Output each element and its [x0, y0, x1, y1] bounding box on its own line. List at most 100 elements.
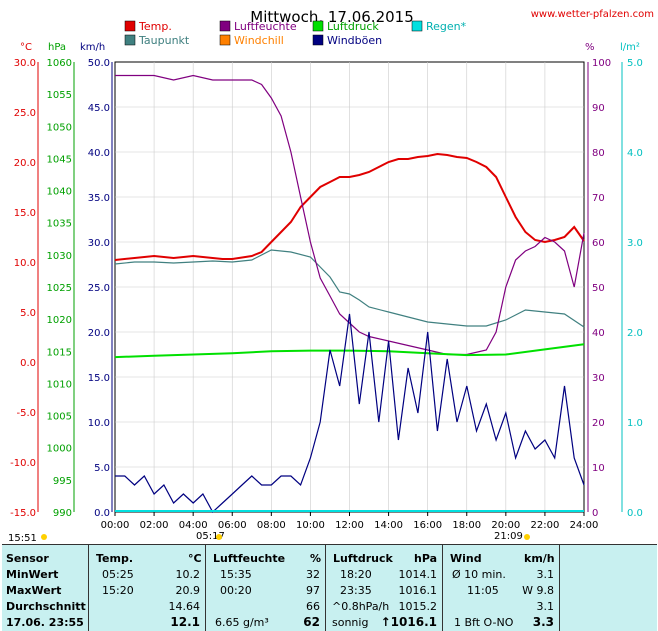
row-cur-hval: 62	[303, 615, 320, 629]
row-min-tval: 10.2	[175, 568, 201, 581]
row-min-label: MinWert	[6, 568, 59, 581]
row-avg-ptime: ^0.8hPa/h	[332, 600, 390, 613]
time-tick: 08:00	[257, 520, 286, 531]
time-tick: 04:00	[179, 520, 208, 531]
temp-tick: -15.0	[10, 508, 36, 519]
hdr-temp: Temp.	[96, 552, 134, 565]
time-tick: 06:00	[218, 520, 247, 531]
row-max-ptime: 23:35	[340, 584, 372, 597]
row-max-wval: W 9.8	[522, 584, 554, 597]
hum-tick: 20	[592, 418, 605, 429]
temp-tick: 0.0	[20, 358, 36, 369]
press-tick: 1015	[47, 347, 72, 358]
time-tick: 18:00	[452, 520, 481, 531]
row-min-wval: 3.1	[536, 568, 555, 581]
col-sensor	[2, 545, 89, 631]
hdr-press-unit: hPa	[414, 552, 438, 565]
unit-temp: °C	[20, 42, 32, 53]
legend-label: Windböen	[327, 34, 382, 47]
time-tick: 14:00	[374, 520, 403, 531]
legend-label: Luftfeuchte	[234, 20, 297, 33]
unit-rain: l/m²	[620, 42, 640, 53]
legend-label: Regen*	[426, 20, 467, 33]
temp-tick: -5.0	[16, 408, 36, 419]
hdr-hum-unit: %	[310, 552, 322, 565]
wind-tick: 25.0	[88, 283, 110, 294]
press-tick: 1010	[47, 379, 72, 390]
press-tick: 990	[53, 508, 72, 519]
legend-swatch	[124, 20, 136, 32]
stats-table: Sensor Temp. °C Luftfeuchte % Luftdruck …	[2, 544, 657, 631]
row-max-wtime: 11:05	[467, 584, 499, 597]
time-tick: 20:00	[491, 520, 520, 531]
unit-press: hPa	[48, 42, 66, 53]
row-min-wtime: Ø 10 min.	[452, 568, 506, 581]
legend-label: Temp.	[138, 20, 172, 33]
sunset-label: 21:09	[494, 531, 523, 542]
unit-hum: %	[585, 42, 595, 53]
time-tick: 22:00	[531, 520, 560, 531]
hdr-hum: Luftfeuchte	[213, 552, 286, 565]
hum-tick: 70	[592, 193, 605, 204]
time-tick: 10:00	[296, 520, 325, 531]
row-cur-wval: 3.3	[532, 615, 554, 629]
series-line-temp	[114, 152, 585, 261]
hum-tick: 100	[592, 58, 611, 69]
row-max-tval: 20.9	[175, 584, 201, 597]
press-tick: 1040	[47, 187, 72, 198]
row-avg-label: Durchschnitt	[6, 600, 86, 613]
press-tick: 1020	[47, 315, 72, 326]
legend-swatch	[124, 34, 136, 46]
site-url: www.wetter-pfalzen.com	[531, 9, 654, 20]
temp-tick: 15.0	[14, 208, 36, 219]
temp-tick: 30.0	[14, 58, 36, 69]
row-min-ptime: 18:20	[340, 568, 372, 581]
row-cur-label: 17.06. 23:55	[6, 616, 84, 629]
temp-tick: 20.0	[14, 158, 36, 169]
row-cur-tval: 12.1	[170, 615, 200, 629]
row-min-hval: 32	[306, 568, 320, 581]
wind-tick: 15.0	[88, 373, 110, 384]
hum-tick: 90	[592, 103, 605, 114]
wind-tick: 5.0	[94, 463, 110, 474]
hum-tick: 10	[592, 463, 605, 474]
temp-tick: -10.0	[10, 458, 36, 469]
legend-label: Windchill	[234, 34, 284, 47]
rain-tick: 2.0	[627, 328, 643, 339]
rain-tick: 4.0	[627, 148, 643, 159]
sunrise-icon	[216, 534, 222, 540]
row-min-htime: 15:35	[220, 568, 252, 581]
press-tick: 1045	[47, 154, 72, 165]
time-tick: 12:00	[335, 520, 364, 531]
hum-tick: 0	[592, 508, 598, 519]
wind-tick: 20.0	[88, 328, 110, 339]
moonrise-label: 15:51	[8, 533, 37, 544]
hum-tick: 60	[592, 238, 605, 249]
row-avg-tval: 14.64	[168, 600, 201, 613]
press-tick: 1055	[47, 90, 72, 101]
row-max-ttime: 15:20	[102, 584, 134, 597]
time-tick: 00:00	[101, 520, 130, 531]
hum-tick: 40	[592, 328, 605, 339]
press-tick: 1000	[47, 444, 72, 455]
rain-tick: 1.0	[627, 418, 643, 429]
hdr-press: Luftdruck	[333, 552, 393, 565]
wind-tick: 35.0	[88, 193, 110, 204]
legend-swatch	[219, 34, 231, 46]
col-press	[325, 545, 443, 631]
row-max-label: MaxWert	[6, 584, 62, 597]
time-tick: 24:00	[570, 520, 599, 531]
series-line-windben	[115, 313, 585, 513]
moon-icon	[41, 534, 47, 540]
hdr-wind: Wind	[450, 552, 482, 565]
row-avg-hval: 66	[306, 600, 320, 613]
row-cur-ptime: sonnig	[332, 616, 369, 629]
legend-label: Taupunkt	[138, 34, 190, 47]
wind-tick: 50.0	[88, 58, 110, 69]
hum-tick: 30	[592, 373, 605, 384]
rain-tick: 3.0	[627, 238, 643, 249]
series-line-luftdruck	[114, 343, 585, 359]
row-cur-dew: 6.65 g/m³	[215, 616, 269, 629]
row-max-htime: 00:20	[220, 584, 252, 597]
rain-tick: 5.0	[627, 58, 643, 69]
